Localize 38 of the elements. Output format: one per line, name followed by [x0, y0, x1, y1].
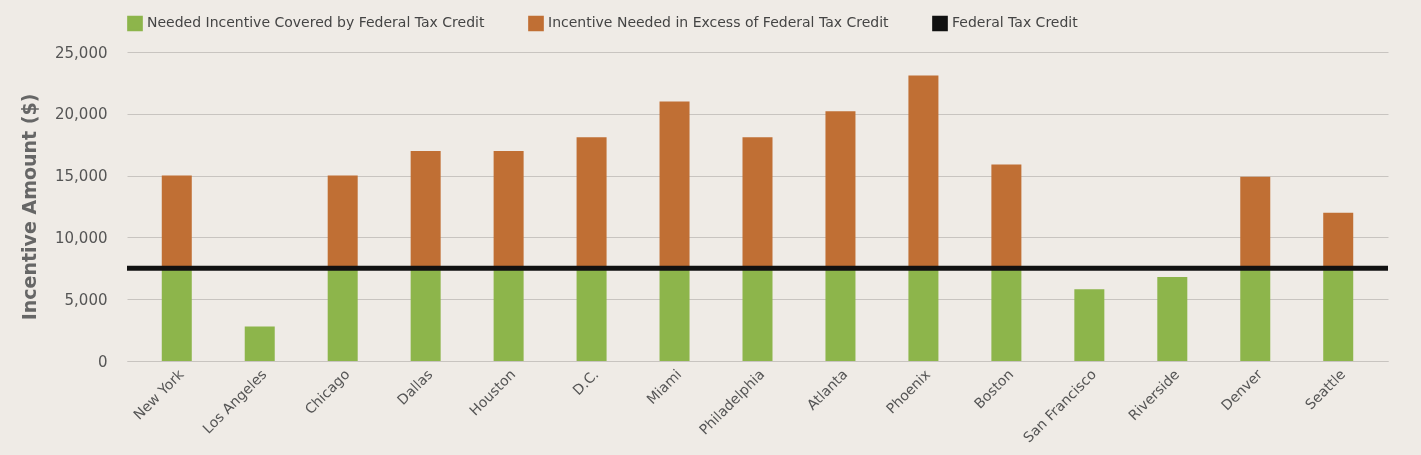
legend-label: Incentive Needed in Excess of Federal Tax Credit — [548, 14, 890, 31]
bar — [991, 268, 1022, 361]
bar — [742, 137, 773, 269]
bar — [742, 268, 773, 361]
bar — [576, 268, 607, 361]
bar — [1240, 268, 1271, 361]
bar — [1157, 276, 1188, 361]
bar — [161, 175, 192, 269]
bar — [493, 150, 524, 269]
bar — [410, 150, 441, 269]
bar — [244, 326, 275, 361]
bar — [659, 268, 690, 361]
y-tick-label: 20,000 — [55, 105, 108, 124]
x-tick-label: D.C. — [569, 366, 602, 399]
y-tick-label: 5,000 — [64, 290, 108, 309]
legend-label: Needed Incentive Covered by Federal Tax Credit — [147, 14, 485, 31]
y-tick-label: 0 — [97, 352, 108, 371]
bar — [327, 268, 358, 361]
y-tick-label: 15,000 — [55, 167, 108, 186]
bar — [908, 75, 939, 269]
bar — [1074, 289, 1105, 361]
bar — [659, 101, 690, 269]
bar — [825, 268, 856, 361]
y-axis-title: Incentive Amount ($) — [18, 93, 41, 321]
bar — [825, 111, 856, 269]
bar — [161, 268, 192, 361]
bar — [1240, 176, 1271, 269]
y-tick-label: 10,000 — [55, 228, 108, 247]
bar — [493, 268, 524, 361]
legend-label: Federal Tax Credit — [952, 14, 1079, 31]
bar — [410, 268, 441, 361]
bar — [1323, 212, 1354, 269]
bar — [576, 137, 607, 269]
y-tick-label: 25,000 — [55, 43, 108, 62]
bar — [1323, 268, 1354, 361]
bar — [327, 175, 358, 269]
bar — [991, 164, 1022, 269]
bar — [908, 268, 939, 361]
